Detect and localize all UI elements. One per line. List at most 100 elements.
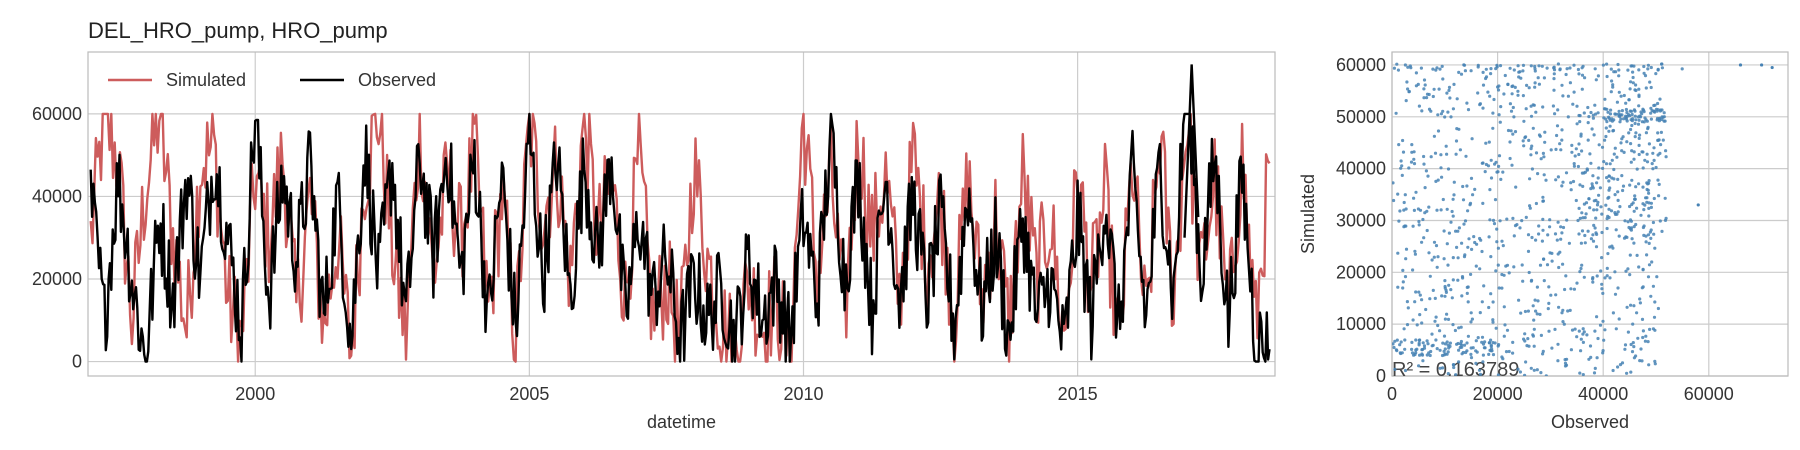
scatter-point (1605, 176, 1609, 180)
scatter-point (1512, 115, 1516, 119)
scatter-point (1581, 327, 1585, 331)
scatter-point (1536, 172, 1540, 176)
scatter-point (1632, 209, 1636, 213)
scatter-point (1573, 154, 1577, 158)
scatter-point (1619, 94, 1623, 98)
scatter-point (1649, 117, 1653, 121)
scatter-point (1425, 339, 1429, 343)
x-axis-label: datetime (647, 412, 716, 432)
scatter-point (1541, 195, 1545, 199)
scatter-point (1503, 323, 1507, 327)
scatter-point (1460, 241, 1464, 245)
scatter-point (1469, 352, 1473, 356)
scatter-point (1656, 108, 1660, 112)
scatter-point (1520, 219, 1524, 223)
scatter-point (1510, 92, 1514, 96)
scatter-point (1631, 81, 1635, 85)
scatter-point (1554, 293, 1558, 297)
scatter-point (1439, 112, 1443, 116)
scatter-point (1587, 197, 1591, 201)
scatter-point (1594, 216, 1598, 220)
scatter-point (1530, 278, 1534, 282)
scatter-point (1474, 339, 1478, 343)
scatter-point (1409, 160, 1414, 164)
scatter-point (1440, 175, 1444, 179)
scatter-point (1624, 269, 1628, 273)
scatter-point (1609, 90, 1613, 94)
scatter-point (1422, 78, 1427, 82)
scatter-point (1526, 337, 1530, 341)
scatter-point (1651, 167, 1655, 171)
scatter-point (1466, 209, 1470, 213)
scatter-point (1495, 240, 1499, 244)
scatter-point (1596, 111, 1600, 115)
scatter-point (1512, 234, 1516, 238)
scatter-point (1457, 326, 1461, 330)
scatter-point (1572, 164, 1576, 168)
scatter-point (1680, 67, 1684, 71)
scatter-point (1441, 341, 1445, 345)
scatter-point (1628, 87, 1632, 91)
scatter-point (1581, 64, 1585, 68)
scatter-point (1630, 237, 1634, 241)
scatter-point (1634, 118, 1638, 122)
scatter-point (1558, 142, 1562, 146)
scatter-point (1542, 279, 1546, 283)
scatter-point (1643, 74, 1648, 78)
scatter-point (1595, 181, 1599, 185)
scatter-point (1609, 67, 1613, 71)
scatter-point (1638, 359, 1642, 363)
scatter-point (1637, 265, 1641, 269)
scatter-point (1430, 258, 1434, 262)
scatter-point (1655, 118, 1659, 122)
scatter-point (1431, 67, 1435, 71)
scatter-point (1481, 353, 1485, 357)
scatter-point (1580, 263, 1584, 267)
scatter-point (1586, 105, 1590, 110)
scatter-point (1614, 112, 1618, 116)
scatter-point (1614, 327, 1618, 331)
scatter-point (1428, 353, 1432, 358)
scatter-point (1593, 366, 1597, 370)
scatter-point (1512, 265, 1516, 269)
scatter-point (1579, 266, 1583, 271)
scatter-point (1504, 350, 1509, 354)
scatter-point (1602, 116, 1606, 120)
scatter-point (1496, 85, 1500, 89)
scatter-point (1413, 249, 1417, 253)
scatter-point (1593, 67, 1597, 71)
scatter-x-axis-label: Observed (1551, 412, 1629, 432)
scatter-point (1487, 352, 1491, 356)
scatter-point (1607, 215, 1611, 220)
scatter-point (1658, 219, 1662, 223)
scatter-point (1489, 158, 1493, 162)
scatter-point (1445, 340, 1449, 344)
scatter-point (1559, 225, 1563, 229)
scatter-point (1592, 208, 1596, 212)
scatter-point (1603, 97, 1607, 101)
scatter-point (1476, 336, 1480, 340)
scatter-point (1526, 309, 1530, 313)
scatter-point (1472, 235, 1476, 239)
scatter-point (1456, 278, 1460, 282)
scatter-point (1647, 263, 1652, 267)
scatter-point (1451, 278, 1455, 282)
scatter-point (1656, 68, 1660, 72)
scatter-point (1629, 109, 1634, 113)
x-tick-label: 60000 (1684, 384, 1734, 404)
scatter-point (1501, 244, 1505, 248)
scatter-point (1608, 112, 1613, 116)
scatter-point (1460, 345, 1464, 349)
scatter-point (1484, 67, 1488, 71)
scatter-point (1466, 245, 1470, 249)
scatter-point (1533, 81, 1537, 85)
scatter-point (1413, 300, 1417, 304)
scatter-point (1649, 201, 1653, 205)
scatter-point (1637, 93, 1641, 97)
scatter-point (1398, 209, 1402, 213)
scatter-point (1651, 284, 1655, 288)
scatter-point (1642, 64, 1646, 69)
scatter-point (1511, 340, 1515, 344)
scatter-point (1628, 273, 1632, 277)
scatter-point (1605, 266, 1609, 270)
